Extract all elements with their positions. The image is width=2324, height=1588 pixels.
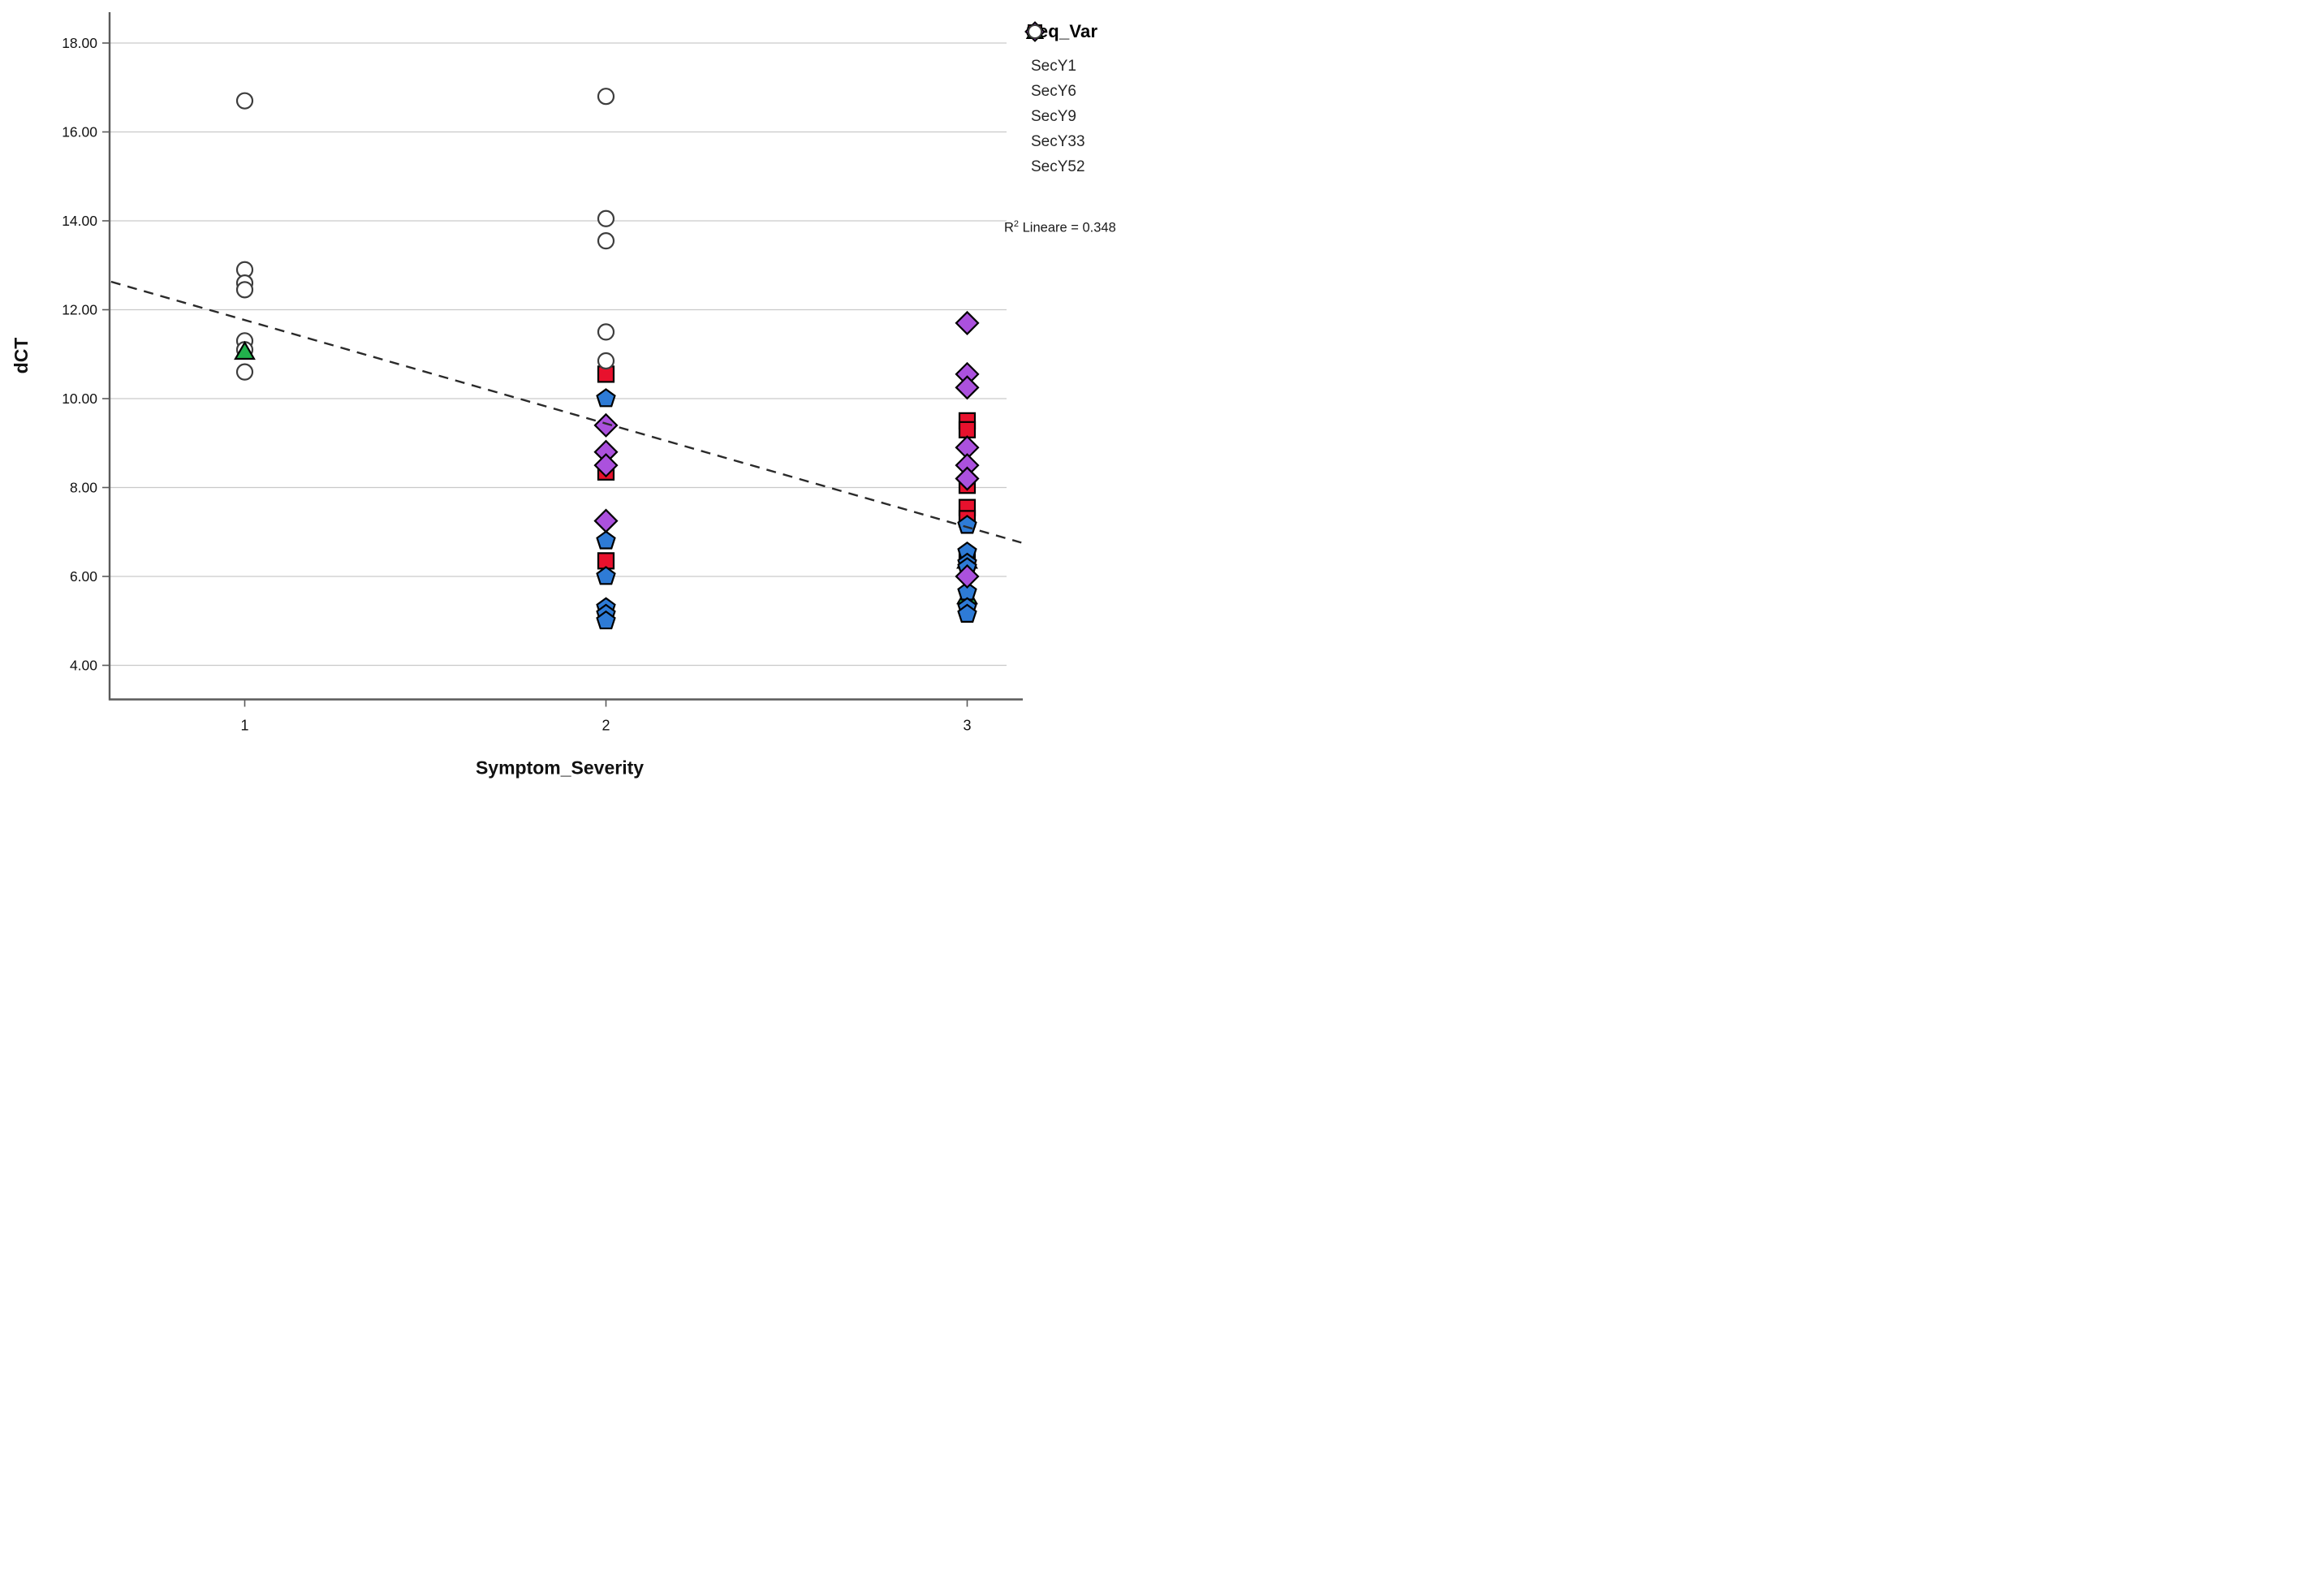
data-point-SecY33: [593, 412, 619, 438]
x-tick-label: 3: [963, 718, 971, 734]
data-point-SecY9: [596, 530, 616, 550]
x-tick-label: 2: [601, 718, 610, 734]
x-tick-label: 1: [240, 718, 248, 734]
data-point-SecY52: [597, 352, 615, 370]
r2-rest: Lineare = 0.348: [1019, 220, 1116, 235]
y-tick-label: 12.00: [62, 302, 97, 318]
y-tick-label: 10.00: [62, 391, 97, 407]
y-tick-label: 8.00: [70, 480, 97, 496]
data-point-SecY52: [235, 92, 254, 110]
data-point-SecY52: [235, 281, 254, 299]
data-point-SecY9: [596, 388, 616, 408]
data-point-SecY33: [955, 310, 980, 335]
legend-item-label: SecY6: [1031, 82, 1076, 100]
scatter-chart: 18.00 16.00 14.00 12.00 10.00 8.00 6.00 4.00 1 2 3…: [0, 0, 1162, 794]
data-point-SecY6: [234, 340, 256, 360]
data-point-SecY33: [955, 563, 980, 589]
data-point-SecY1: [958, 421, 977, 438]
glyph: [1028, 24, 1042, 39]
data-point-SecY52: [597, 88, 615, 106]
legend-item-label: SecY52: [1031, 158, 1085, 175]
trend-line: [110, 280, 1022, 544]
data-point-SecY52: [597, 323, 615, 341]
data-point-SecY33: [593, 508, 619, 533]
r2-sup: 2: [1013, 219, 1020, 229]
data-point-SecY33: [955, 375, 980, 400]
circle-marker-icon: [1028, 24, 1042, 39]
x-axis-title: Symptom_Severity: [476, 757, 644, 779]
legend-title: Seq_Var: [1026, 21, 1098, 41]
data-point-SecY9: [596, 566, 616, 585]
plot-area: 18.00 16.00 14.00 12.00 10.00 8.00 6.00 4.00 1 2 3…: [11, 12, 1023, 779]
legend-item-label: SecY9: [1031, 107, 1076, 125]
y-tick-label: 4.00: [70, 658, 97, 674]
y-tick-label: 18.00: [62, 35, 97, 51]
legend: Seq_Var SecY1 SecY6 SecY9 SecY33 SecY52: [1024, 21, 1161, 179]
legend-item-label: SecY1: [1031, 57, 1076, 75]
data-point-SecY33: [955, 466, 980, 491]
r2-prefix: R: [1004, 220, 1014, 235]
legend-item-SecY52: SecY52: [1024, 24, 1161, 179]
y-tick-label: 14.00: [62, 213, 97, 229]
r-squared-annotation: R2 Lineare = 0.348: [1004, 219, 1162, 236]
data-point-SecY9: [596, 610, 616, 630]
legend-item-label: SecY33: [1031, 132, 1085, 150]
data-point-SecY9: [957, 603, 977, 623]
legend-items: SecY1 SecY6 SecY9 SecY33 SecY52: [1024, 21, 1161, 179]
data-point-SecY52: [597, 232, 615, 250]
y-axis-title: dCT: [11, 338, 32, 374]
data-point-SecY52: [235, 363, 254, 381]
legend-item-SecY33: SecY33: [1024, 21, 1161, 154]
y-tick-label: 16.00: [62, 124, 97, 140]
legend-item-SecY9: SecY9: [1024, 23, 1161, 129]
y-tick-label: 6.00: [70, 568, 97, 585]
data-point-SecY33: [593, 453, 619, 478]
data-point-SecY52: [597, 209, 615, 227]
legend-item-SecY6: SecY6: [1024, 22, 1161, 104]
legend-item-SecY1: SecY1: [1024, 24, 1161, 79]
